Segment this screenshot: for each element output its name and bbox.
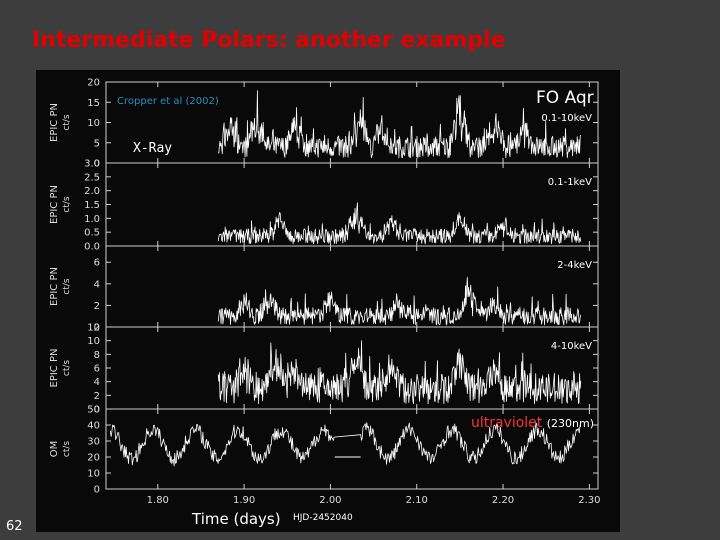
y-tick-label: 30 (87, 437, 100, 448)
panel-frame (105, 408, 599, 490)
slide-number: 62 (6, 519, 23, 534)
y-tick-label: 12 (87, 323, 100, 334)
slide-title: Intermediate Polars: another example (32, 28, 506, 53)
y-tick-label: 0 (94, 323, 100, 334)
light-curve-om-ultraviolet (109, 422, 582, 467)
y-tick-label: 20 (87, 78, 100, 89)
y-axis-label: EPIC PN (49, 185, 60, 224)
y-tick-label: 0.0 (84, 242, 100, 253)
y-tick-label: 2 (94, 391, 100, 402)
y-tick-label: 4 (94, 377, 100, 388)
y-tick-label: 50 (87, 405, 100, 416)
object-name-label: FO Aqr (536, 88, 594, 108)
light-curve-figure: 20 15 10 5 0 EPIC PN ct/s 0.1-10keV 3.0 2.5 2.0 1.5… (36, 70, 620, 532)
x-tick-label: 2.10 (406, 495, 428, 506)
y-tick-label: 2.0 (84, 186, 100, 197)
band-label: 0.1-10keV (541, 113, 592, 124)
x-axis-subtitle: HJD-2452040 (293, 513, 353, 523)
y-axis-unit: ct/s (62, 360, 72, 377)
y-tick-label: 0.5 (84, 228, 100, 239)
y-axis-label: EPIC PN (49, 349, 60, 388)
y-tick-label: 0 (94, 405, 100, 416)
y-axis-unit: ct/s (62, 114, 72, 131)
y-axis-label: OM (49, 441, 60, 458)
y-tick-label: 8 (94, 350, 100, 361)
light-curve-epic-pn-2-4keV (217, 276, 582, 326)
light-curve-epic-pn-0.1-1keV (217, 202, 582, 245)
y-tick-label: 20 (87, 453, 100, 464)
y-axis-unit: ct/s (62, 441, 72, 458)
y-tick-label: 5 (94, 138, 100, 149)
band-label: 4-10keV (551, 341, 592, 352)
y-tick-label: 0 (94, 485, 100, 496)
y-tick-label: 2 (94, 301, 100, 312)
band-label: 2-4keV (557, 260, 592, 271)
y-tick-label: 6 (94, 364, 100, 375)
y-tick-label: 0 (94, 159, 100, 170)
y-tick-label: 10 (87, 469, 100, 480)
y-tick-label: 15 (87, 98, 100, 109)
xray-label: X-Ray (133, 141, 173, 156)
y-tick-label: 10 (87, 336, 100, 347)
y-tick-label: 4 (94, 279, 100, 290)
y-axis-label: EPIC PN (49, 103, 60, 142)
light-curve-epic-pn-4-10keV (217, 340, 582, 405)
y-tick-label: 2.5 (84, 172, 100, 183)
y-tick-label: 10 (87, 118, 100, 129)
y-tick-label: 1.5 (84, 200, 100, 211)
y-tick-label: 3.0 (84, 159, 100, 170)
y-axis-unit: ct/s (62, 196, 72, 213)
y-axis-label: EPIC PN (49, 267, 60, 306)
x-axis-title: Time (days) (192, 510, 281, 528)
x-tick-label: 2.20 (492, 495, 514, 506)
band-label: 0.1-1keV (548, 177, 592, 188)
x-tick-label: 2.00 (319, 495, 341, 506)
citation-label: Cropper et al (2002) (117, 96, 219, 107)
light-curve-epic-pn-0.1-10keV (217, 90, 582, 159)
panel-frame (105, 326, 599, 410)
y-tick-label: 6 (94, 258, 100, 269)
x-tick-label: 1.90 (233, 495, 255, 506)
y-tick-label: 40 (87, 421, 100, 432)
y-tick-label: 1.0 (84, 214, 100, 225)
y-axis-unit: ct/s (62, 278, 72, 295)
x-tick-label: 2.30 (578, 495, 600, 506)
x-tick-label: 1.80 (147, 495, 169, 506)
